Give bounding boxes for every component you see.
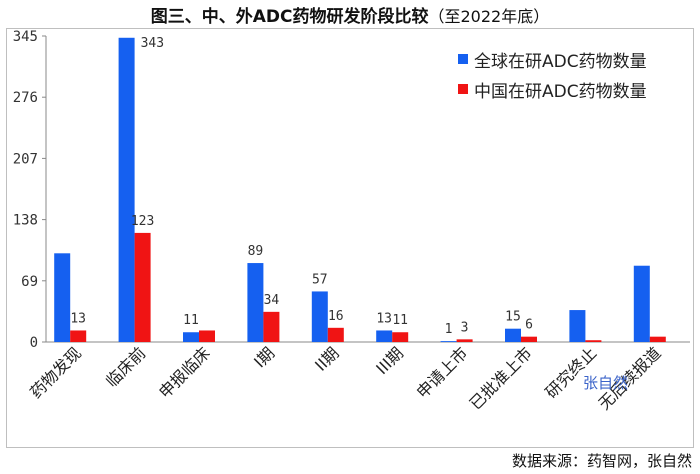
bar-china — [456, 339, 473, 342]
y-tick-label: 276 — [13, 90, 38, 106]
data-label: 15 — [505, 310, 521, 325]
data-label: 16 — [328, 309, 344, 324]
legend-item-global: 全球在研ADC药物数量 — [458, 44, 647, 74]
legend-label-global: 全球在研ADC药物数量 — [474, 51, 647, 72]
category-label: 已批准上市 — [466, 343, 536, 413]
category-label: III期 — [372, 343, 407, 378]
bar-china — [327, 327, 344, 342]
chart-frame — [6, 28, 694, 448]
chart-title: 图三、中、外ADC药物研发阶段比较（至2022年底） — [0, 2, 700, 27]
bar-china — [199, 330, 215, 342]
y-tick-label: 138 — [13, 213, 38, 229]
bar-global — [505, 328, 521, 342]
watermark-text: 张自然 — [583, 374, 629, 392]
bar-global — [376, 330, 393, 342]
category-label: II期 — [311, 343, 342, 374]
bar-china — [392, 332, 409, 342]
data-label: 13 — [376, 311, 392, 326]
bar-china — [134, 232, 151, 342]
bar-global — [440, 341, 457, 342]
data-label: 6 — [525, 318, 533, 333]
category-label: 申请上市 — [413, 343, 472, 402]
data-label: 343 — [141, 36, 164, 51]
data-label: 34 — [264, 293, 280, 308]
bar-global — [311, 291, 328, 342]
category-label: 申报临床 — [155, 343, 214, 402]
y-tick-label: 345 — [13, 29, 38, 45]
bar-china — [649, 336, 666, 342]
source-note: 数据来源：药智网，张自然 — [511, 452, 692, 470]
bar-global — [183, 332, 199, 342]
category-label: 临床前 — [102, 343, 149, 390]
legend-swatch-china — [458, 84, 468, 94]
bar-global — [247, 263, 264, 342]
data-label: 11 — [183, 313, 199, 328]
data-label: 13 — [70, 311, 86, 326]
legend-swatch-global — [458, 54, 468, 64]
bar-global — [633, 265, 650, 342]
legend-label-china: 中国在研ADC药物数量 — [474, 81, 647, 102]
legend: 全球在研ADC药物数量 中国在研ADC药物数量 — [458, 44, 647, 104]
bar-china — [585, 340, 602, 342]
bar-global — [54, 253, 71, 342]
y-tick-label: 0 — [30, 335, 38, 351]
chart-title-main: 图三、中、外ADC药物研发阶段比较 — [150, 7, 429, 27]
data-label: 123 — [131, 214, 154, 229]
data-label: 11 — [392, 313, 408, 328]
bar-global — [569, 310, 586, 342]
data-label: 89 — [248, 244, 264, 259]
category-label: 药物发现 — [26, 343, 85, 402]
data-label: 57 — [312, 272, 328, 287]
y-tick-label: 207 — [13, 151, 38, 167]
data-label: 1 — [445, 322, 453, 337]
legend-item-china: 中国在研ADC药物数量 — [458, 74, 647, 104]
category-label: I期 — [250, 343, 278, 371]
y-tick-label: 69 — [21, 274, 38, 290]
bar-china — [263, 311, 280, 342]
chart-title-subtitle: （至2022年底） — [428, 7, 550, 26]
data-label: 3 — [461, 320, 469, 335]
bar-global — [118, 37, 135, 342]
bar-china — [521, 336, 537, 342]
bar-china — [70, 330, 87, 342]
